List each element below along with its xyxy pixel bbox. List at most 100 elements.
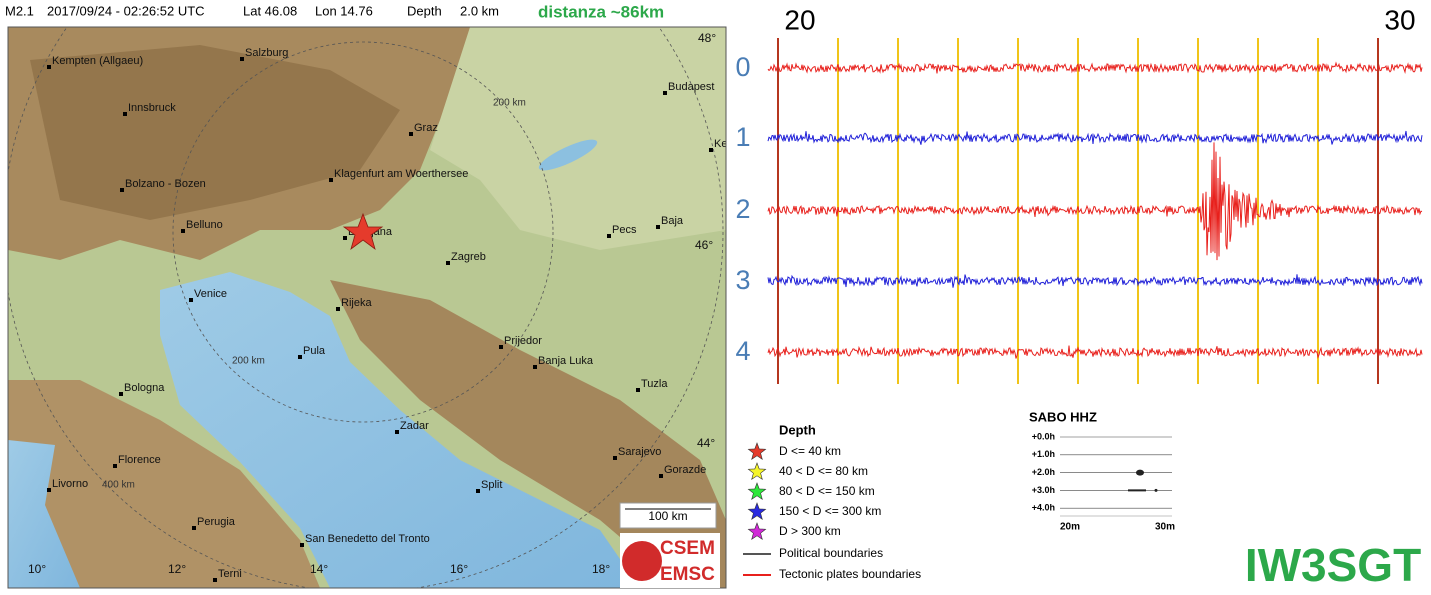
helicorder-row-label: +0.0h (1032, 431, 1055, 441)
city-marker (409, 132, 413, 136)
map-frame (7, 26, 727, 589)
legend-label: D > 300 km (779, 524, 841, 538)
city-label: Prijedor (504, 335, 542, 347)
adriatic-sea (160, 272, 640, 588)
graticule-label: 14° (310, 562, 328, 576)
depth-label: Depth (407, 3, 442, 18)
seismogram: 0 1 2 3 4 (735, 38, 1423, 384)
tyrrhenian-sea (8, 440, 80, 588)
ring-label: 200 km (232, 356, 265, 367)
trace (767, 130, 1423, 145)
plain (430, 27, 726, 250)
legend-label: 150 < D <= 300 km (779, 504, 881, 518)
legend: Depth D <= 40 km 40 < D <= 80 km 80 < D <=… (743, 422, 921, 581)
city-label: Bologna (124, 382, 165, 394)
city-marker (446, 261, 450, 265)
city-marker (47, 488, 51, 492)
city-marker (189, 298, 193, 302)
legend-title: Depth (779, 422, 816, 437)
city-label: Terni (218, 568, 242, 580)
channel-label: 1 (735, 122, 750, 152)
map-labels: Kempten (Allgaeu) Salzburg Budapest Innsbru… (28, 31, 727, 582)
ring-400 (8, 27, 724, 588)
city-marker (499, 345, 503, 349)
helicorder-x-label: 20m (1060, 522, 1080, 533)
legend-label: D <= 40 km (779, 444, 841, 458)
city-marker (659, 474, 663, 478)
alps-high (30, 45, 400, 220)
legend-star (747, 522, 767, 540)
city-marker (213, 578, 217, 582)
city-label: Venice (194, 288, 227, 300)
city-label: Bolzano - Bozen (125, 178, 206, 190)
helicorder-row-label: +1.0h (1032, 449, 1055, 459)
city-label: Pecs (612, 224, 637, 236)
city-label: Graz (414, 122, 438, 134)
city-marker (113, 464, 117, 468)
city-marker (298, 355, 302, 359)
city-marker (663, 91, 667, 95)
city-label: Gorazde (664, 464, 706, 476)
ring-label: 200 km (493, 98, 526, 109)
latitude: Lat 46.08 (243, 3, 297, 18)
trace (767, 345, 1423, 359)
city-marker (329, 178, 333, 182)
ring-label: 400 km (102, 480, 135, 491)
graticule-label: 12° (168, 562, 186, 576)
helicorder-event (1136, 469, 1144, 476)
datetime: 2017/09/24 - 02:26:52 UTC (47, 3, 205, 18)
channel-label: 0 (735, 52, 750, 82)
city-label: Florence (118, 454, 161, 466)
channel-label: 3 (735, 265, 750, 295)
trace (767, 274, 1423, 288)
helicorder-row-label: +3.0h (1032, 485, 1055, 495)
legend-label: 80 < D <= 150 km (779, 484, 875, 498)
city-label: Budapest (668, 81, 714, 93)
city-marker (636, 388, 640, 392)
city-label: Klagenfurt am Woerthersee (334, 168, 468, 180)
city-label: Belluno (186, 219, 223, 231)
city-marker (336, 307, 340, 311)
apennines (8, 380, 320, 588)
logo-globe (622, 541, 662, 581)
map: Kempten (Allgaeu) Salzburg Budapest Innsbru… (8, 27, 727, 588)
city-label: Zadar (400, 420, 429, 432)
graticule-label: 48° (698, 31, 716, 45)
city-label: Perugia (197, 516, 236, 528)
epicenter (342, 212, 384, 251)
helicorder-row-label: +4.0h (1032, 503, 1055, 513)
helicorder-row-label: +2.0h (1032, 467, 1055, 477)
city-label: Tuzla (641, 378, 668, 390)
magnitude: M2.1 (5, 3, 34, 18)
graticule-label: 18° (592, 562, 610, 576)
city-marker (120, 188, 124, 192)
legend-star (747, 462, 767, 480)
city-marker (300, 543, 304, 547)
city-marker (47, 65, 51, 69)
graticule-label: 44° (697, 436, 715, 450)
city-marker (533, 365, 537, 369)
city-marker (613, 456, 617, 460)
helicorder-title: SABO HHZ (1029, 409, 1097, 424)
legend-star (747, 502, 767, 520)
trace (767, 61, 1423, 74)
city-label: Split (481, 479, 502, 491)
city-marker (181, 229, 185, 233)
station: IW3SGT (1245, 539, 1421, 591)
helicorder-x-label: 30m (1155, 522, 1175, 533)
lake (538, 139, 598, 171)
city-marker (192, 526, 196, 530)
depth: 2.0 km (460, 3, 499, 18)
scale-box (619, 502, 717, 529)
logo-text: CSEM (660, 538, 715, 559)
city-label: Banja Luka (538, 355, 594, 367)
city-label: Pula (303, 345, 326, 357)
time-label: 30 (1384, 4, 1415, 35)
city-label: Ke (714, 138, 727, 150)
city-label: Salzburg (245, 47, 288, 59)
ring-200 (172, 41, 554, 423)
city-marker (119, 392, 123, 396)
helicorder: SABO HHZ +0.0h +1.0h +2.0h +3.0h +4.0h 20m 30m (1029, 409, 1175, 532)
